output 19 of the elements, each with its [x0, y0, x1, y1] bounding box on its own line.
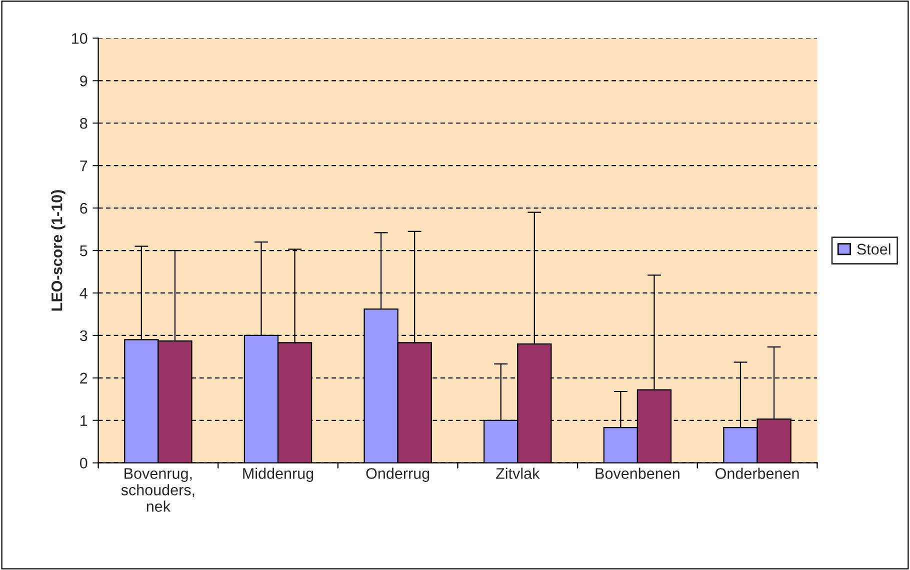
x-tick-label: Bovenrug, schouders, nek	[121, 468, 194, 512]
y-tick-label: 0	[80, 458, 88, 469]
y-tick-label: 1	[80, 415, 88, 426]
x-tick-label: Middenrug	[243, 468, 314, 482]
x-tick-label: Onderbenen	[716, 468, 799, 479]
x-tick-label: Zitvlak	[496, 468, 540, 479]
y-tick-label: 5	[80, 246, 88, 256]
y-tick-label: 8	[80, 118, 88, 129]
y-tick-label: 2	[80, 372, 88, 384]
y-axis-title: LEO-score (1-10)	[51, 190, 66, 311]
legend-label: Stoel	[857, 243, 890, 255]
y-tick-label: 7	[80, 160, 88, 172]
y-tick-label: 9	[80, 76, 88, 86]
x-tick-label: Onderrug	[366, 468, 430, 482]
x-tick-label: Bovenbenen	[596, 468, 680, 479]
y-tick-label: 10	[72, 33, 88, 44]
y-tick-label: 4	[80, 288, 88, 299]
y-tick-label: 6	[80, 202, 88, 214]
y-tick-label: 3	[80, 330, 88, 342]
